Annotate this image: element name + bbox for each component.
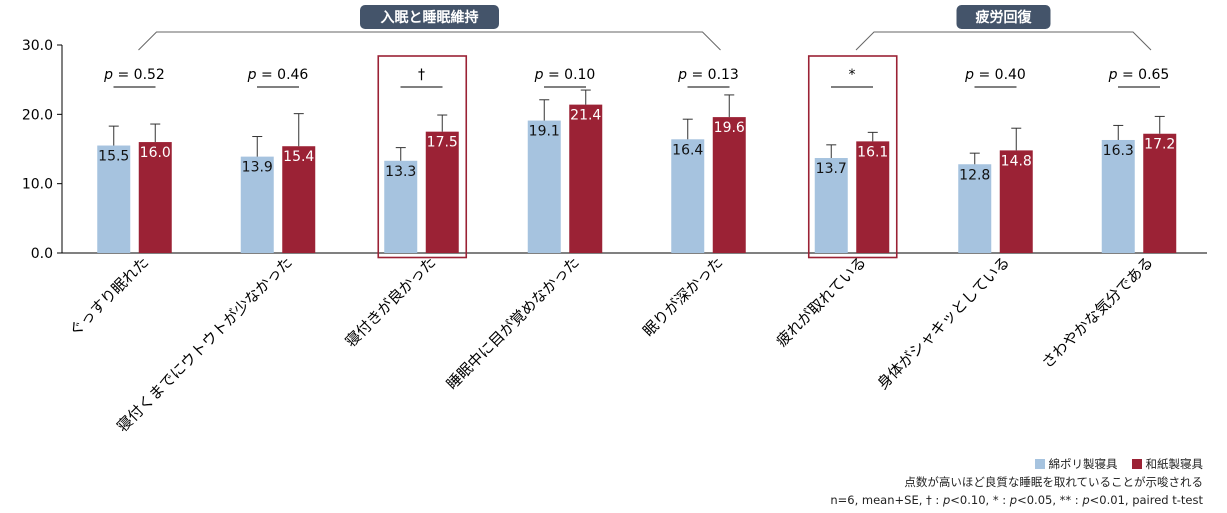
bar-2 xyxy=(138,142,172,253)
data-label: 13.9 xyxy=(242,160,273,176)
group-bracket xyxy=(138,31,721,51)
note-interpretation: 点数が高いほど良質な睡眠を取れていることが示唆される xyxy=(904,475,1203,489)
legend-swatch-series-2 xyxy=(1131,459,1142,469)
category-label: さわやかな気分である xyxy=(1038,253,1157,372)
bar-1 xyxy=(240,156,274,253)
data-label: 15.5 xyxy=(98,149,129,165)
bar-2 xyxy=(856,141,890,253)
group-label: 入眠と睡眠維持 xyxy=(381,9,479,26)
bar-2 xyxy=(999,150,1033,253)
highlight-box xyxy=(807,55,898,259)
group-label: 疲労回復 xyxy=(976,9,1033,26)
bar-1 xyxy=(814,158,848,253)
chart-notes: 綿ポリ製寝具 和紙製寝具 点数が高いほど良質な睡眠を取れていることが示唆される … xyxy=(830,455,1203,509)
category-label: 寝付くまでにウトウトが少なかった xyxy=(113,253,295,435)
significance-label: * xyxy=(849,67,856,83)
data-label: 19.6 xyxy=(714,120,745,136)
bar-2 xyxy=(569,104,603,253)
significance-label: p = 0.40 xyxy=(964,67,1026,83)
category-label: 寝付きが良かった xyxy=(342,253,440,351)
data-label: 21.4 xyxy=(570,108,601,124)
bar-1 xyxy=(527,120,561,253)
data-label: 19.1 xyxy=(529,124,560,140)
data-label: 12.8 xyxy=(959,167,990,183)
highlight-box xyxy=(377,55,468,259)
data-label: 17.5 xyxy=(427,135,458,151)
y-tick-label: 10.0 xyxy=(22,177,53,193)
bar-1 xyxy=(97,145,131,253)
legend-label-series-2: 和紙製寝具 xyxy=(1145,457,1204,471)
data-label: 13.3 xyxy=(385,164,416,180)
group-label-pill xyxy=(956,5,1051,29)
category-label: 眠りが深かった xyxy=(639,253,726,340)
y-tick-label: 0.0 xyxy=(31,246,53,262)
category-label: ぐっすり眠れた xyxy=(65,253,152,340)
bar-2 xyxy=(282,146,316,253)
bar-1 xyxy=(958,164,992,253)
significance-label: p = 0.65 xyxy=(1108,67,1170,83)
significance-label: p = 0.52 xyxy=(103,67,165,83)
group-bracket xyxy=(855,31,1152,51)
significance-label: p = 0.13 xyxy=(677,67,739,83)
bar-1 xyxy=(1101,139,1135,253)
bar-2 xyxy=(425,131,459,253)
group-label-pill xyxy=(360,5,499,29)
data-label: 13.7 xyxy=(816,161,847,177)
category-label: 身体がシャキッとしている xyxy=(874,253,1014,393)
category-label: 睡眠中に目が覚めなかった xyxy=(443,253,583,393)
legend: 綿ポリ製寝具 和紙製寝具 xyxy=(830,455,1203,473)
data-label: 14.8 xyxy=(1001,153,1032,169)
significance-label: p = 0.10 xyxy=(534,67,596,83)
legend-swatch-series-1 xyxy=(1034,459,1045,469)
note-statistics: n=6, mean+SE, † : p<0.10, * : p<0.05, **… xyxy=(830,493,1203,507)
y-tick-label: 30.0 xyxy=(22,38,53,54)
significance-label: † xyxy=(418,67,425,83)
data-label: 16.3 xyxy=(1103,143,1134,159)
significance-label: p = 0.46 xyxy=(247,67,309,83)
data-label: 16.0 xyxy=(140,145,171,161)
bar-1 xyxy=(384,160,418,253)
bar-2 xyxy=(712,117,746,254)
y-tick-label: 20.0 xyxy=(22,107,53,123)
data-label: 16.1 xyxy=(857,144,888,160)
data-label: 15.4 xyxy=(283,149,314,165)
legend-item-series-2: 和紙製寝具 xyxy=(1131,455,1204,473)
legend-label-series-1: 綿ポリ製寝具 xyxy=(1048,457,1118,471)
category-label: 疲れが取れている xyxy=(773,253,870,350)
bar-1 xyxy=(671,139,705,253)
data-label: 16.4 xyxy=(672,142,703,158)
legend-item-series-1: 綿ポリ製寝具 xyxy=(1034,455,1118,473)
data-label: 17.2 xyxy=(1144,137,1175,153)
bar-2 xyxy=(1143,133,1177,253)
